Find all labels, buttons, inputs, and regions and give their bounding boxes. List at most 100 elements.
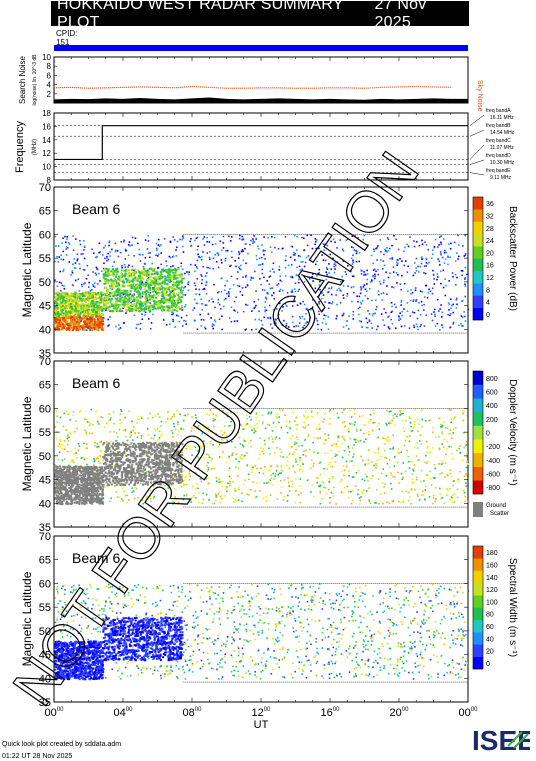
power-colorbar-frame: [472, 196, 484, 321]
power-colorbar-tick: 12: [486, 275, 494, 282]
power-colorbar-segment: [473, 209, 483, 222]
width-colorbar-segment: [473, 558, 483, 571]
velocity-colorbar-segment: [473, 480, 483, 495]
velocity-colorbar-segment: [473, 412, 483, 426]
velocity-tick-label: 50: [39, 451, 51, 463]
noise-tick-label: 6: [47, 71, 52, 80]
velocity-colorbar-segment: [473, 398, 483, 413]
velocity-colorbar-segment: [473, 371, 483, 385]
velocity-tick-label: 60: [39, 403, 51, 415]
velocity-tick-label: 40: [39, 498, 51, 510]
width-colorbar-segment: [473, 595, 483, 608]
noise-ylabel: Search Noise: [18, 55, 27, 104]
width-tick-label: 70: [39, 531, 51, 543]
x-tick-superscript: 00: [57, 707, 64, 713]
velocity-colorbar-tick: 0: [486, 431, 490, 438]
width-heatmap-cells: [54, 583, 470, 681]
frequency-tick-label: 10: [42, 163, 51, 172]
band-label: freq bandC: [486, 138, 511, 144]
width-tick-label: 55: [39, 602, 51, 614]
band-pointer: [469, 159, 485, 165]
width-colorbar-tick: 60: [486, 624, 494, 631]
power-colorbar-tick: 8: [486, 287, 490, 294]
width-colorbar-tick: 40: [486, 636, 494, 643]
x-tick-superscript: 00: [402, 707, 409, 713]
x-tick-superscript: 00: [471, 707, 478, 713]
width-colorbar-tick: 20: [486, 649, 494, 656]
velocity-colorbar-segment: [473, 425, 483, 440]
frequency-tick-label: 18: [42, 109, 51, 118]
power-colorbar-segment: [473, 221, 483, 235]
velocity-ylabel: Magnetic Latitude: [20, 396, 34, 491]
width-colorbar-tick: 180: [486, 550, 498, 557]
noise-tick-label: 8: [47, 62, 52, 71]
power-colorbar-segment: [473, 307, 483, 321]
frequency-ylabel: Frequency: [14, 121, 26, 173]
cpid-label: CPID:: [56, 29, 78, 38]
power-colorbar-segment: [473, 258, 483, 271]
width-beam-label: Beam 6: [72, 550, 120, 566]
frequency-series: [54, 125, 468, 161]
velocity-colorbar-tick: -600: [486, 472, 500, 479]
velocity-colorbar-tick: -800: [486, 485, 500, 492]
width-colorbar-segment: [473, 570, 483, 584]
band-value: 9.11 MHz: [490, 175, 512, 181]
width-colorbar-frame: [472, 545, 484, 670]
noise-tick-label: 4: [47, 81, 52, 90]
footer-timestamp: 01:22 UT 28 Nov 2025: [2, 753, 73, 760]
velocity-colorbar-tick: -200: [486, 444, 500, 451]
power-colorbar-tick: 24: [486, 238, 494, 245]
velocity-heatmap-cells: [54, 408, 470, 506]
footer-credit: Quick look plot created by sddata.adm: [2, 741, 122, 748]
velocity-colorbar-tick: 600: [486, 390, 498, 397]
frequency-tick-label: 14: [42, 136, 51, 145]
band-value: 14.54 MHz: [490, 130, 515, 136]
velocity-tick-label: 45: [39, 475, 51, 487]
power-colorbar-tick: 4: [486, 300, 490, 307]
velocity-tick-label: 35: [39, 522, 51, 534]
x-tick-label: 2000: [390, 707, 410, 719]
power-colorbar-tick: 36: [486, 201, 494, 208]
width-colorbar-tick: 120: [486, 587, 498, 594]
band-label: freq bandD: [486, 153, 511, 159]
x-axis-label: UT: [254, 719, 269, 731]
width-tick-label: 35: [39, 697, 51, 709]
width-colorbar-segment: [473, 546, 483, 559]
isee-logo: ISEE: [472, 725, 530, 756]
band-value: 16.11 MHz: [490, 115, 514, 121]
sky-noise-label: Sky Noise: [476, 80, 483, 112]
power-tick-label: 65: [39, 206, 51, 218]
x-tick-superscript: 00: [195, 707, 202, 713]
width-tick-label: 60: [39, 578, 51, 590]
x-tick-label: 1200: [252, 707, 272, 719]
velocity-colorbar-tick: 200: [486, 417, 498, 424]
width-tick-label: 40: [39, 673, 51, 685]
noise-panel-frame: [53, 56, 469, 104]
power-colorbar-segment: [473, 233, 483, 247]
frequency-tick-label: 8: [47, 176, 52, 185]
band-label: freq bandA: [486, 108, 511, 114]
ground-scatter-label: Ground: [486, 503, 506, 509]
velocity-colorbar-segment: [473, 439, 483, 454]
power-colorbar-label: Backscatter Power (dB): [507, 206, 518, 311]
cpid-bar: [54, 45, 468, 51]
power-tick-label: 50: [39, 277, 51, 289]
velocity-colorbar-tick: -400: [486, 458, 500, 465]
power-colorbar-tick: 32: [486, 213, 494, 220]
power-colorbar-segment: [473, 270, 483, 284]
velocity-colorbar-segment: [473, 466, 483, 481]
power-colorbar-tick: 20: [486, 250, 494, 257]
width-tick-label: 45: [39, 650, 51, 662]
velocity-colorbar-segment: [473, 384, 483, 399]
ground-scatter-label: Scatter: [490, 511, 509, 517]
width-colorbar-tick: 80: [486, 612, 494, 619]
power-tick-label: 70: [39, 182, 51, 194]
power-colorbar-tick: 0: [486, 312, 490, 319]
power-heatmap-cells: [54, 234, 469, 332]
width-colorbar-segment: [473, 619, 483, 633]
x-tick-superscript: 00: [333, 707, 340, 713]
width-colorbar-segment: [473, 656, 483, 670]
x-tick-label: 0400: [114, 707, 134, 719]
width-ylabel: Magnetic Latitude: [20, 571, 34, 666]
